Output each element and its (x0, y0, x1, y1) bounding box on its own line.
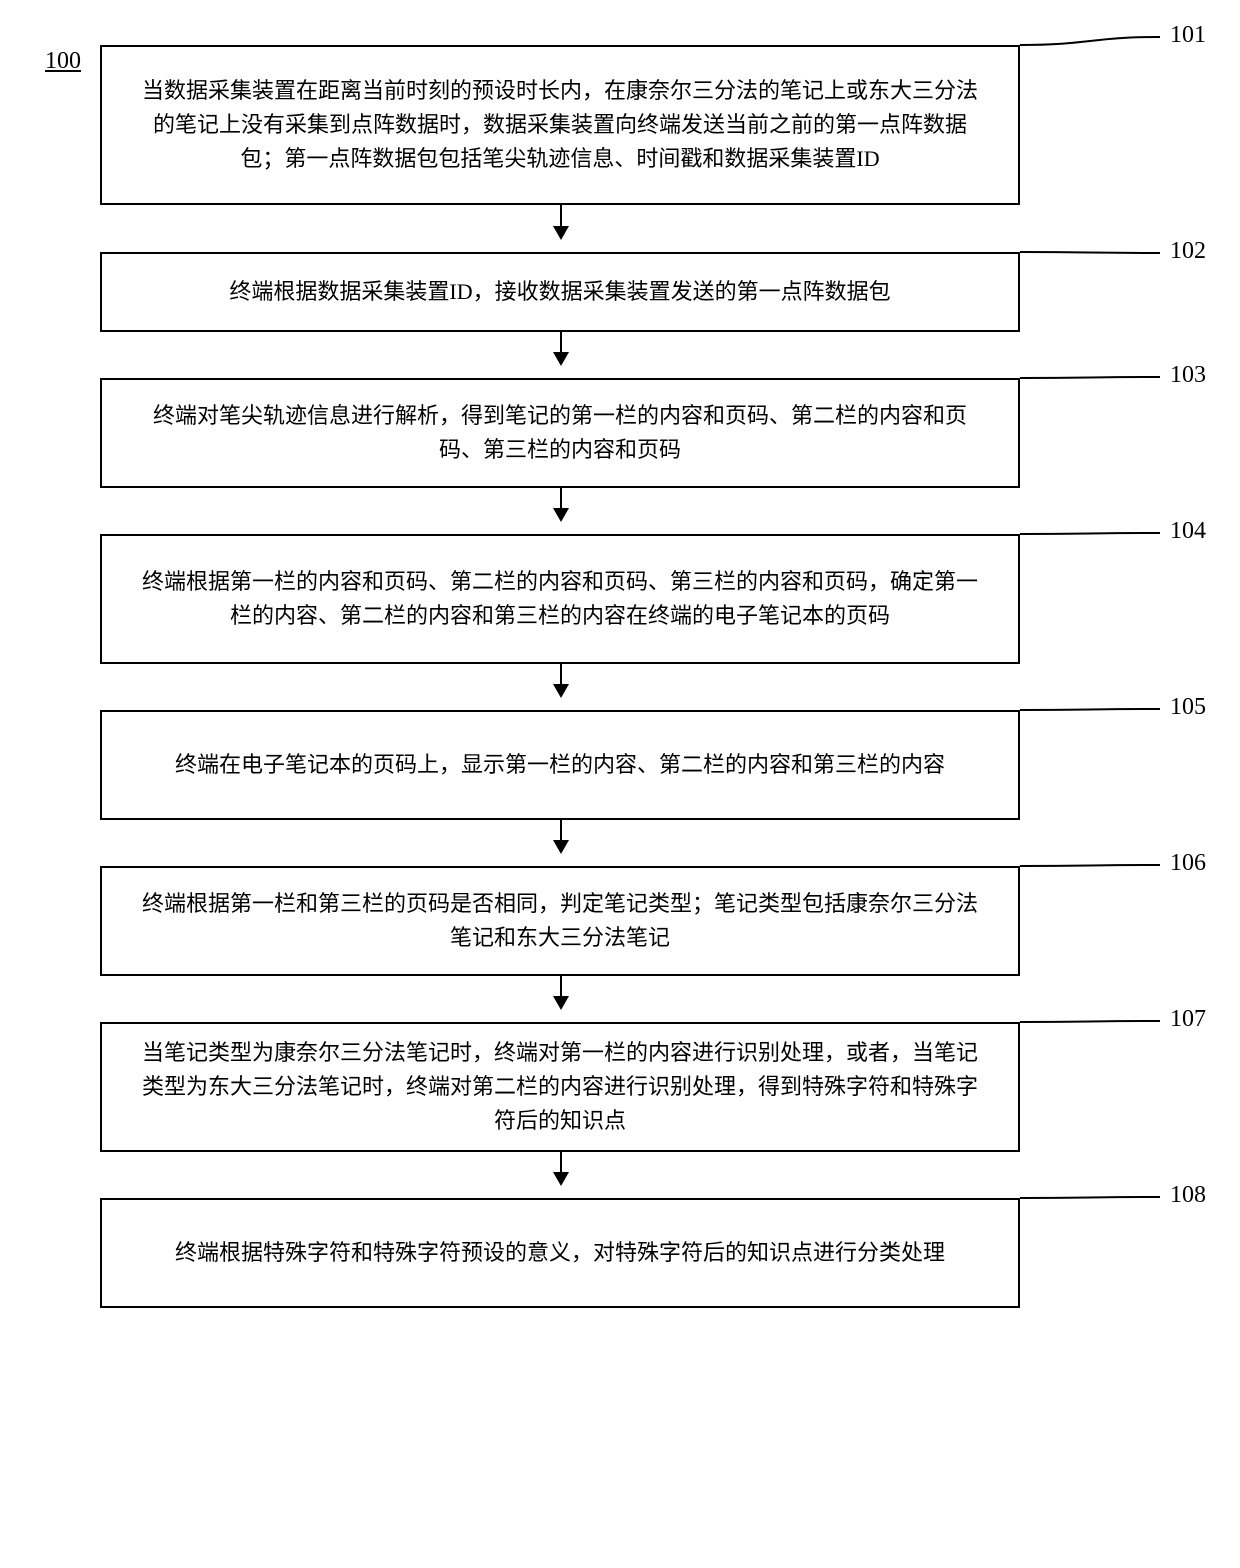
flowchart-container: 100 当数据采集装置在距离当前时刻的预设时长内，在康奈尔三分法的笔记上或东大三… (0, 0, 1240, 1568)
arrow-down (560, 664, 562, 696)
step-label-104: 104 (1170, 518, 1206, 545)
arrow-down (560, 976, 562, 1008)
leader-line (1015, 247, 1170, 263)
step-text: 终端根据数据采集装置ID，接收数据采集装置发送的第一点阵数据包 (229, 275, 890, 309)
step-102: 终端根据数据采集装置ID，接收数据采集装置发送的第一点阵数据包 (100, 252, 1020, 332)
step-label-107: 107 (1170, 1006, 1206, 1033)
leader-line (1015, 704, 1170, 720)
step-label-102: 102 (1170, 238, 1206, 265)
leader-line (1015, 1192, 1170, 1208)
step-101: 当数据采集装置在距离当前时刻的预设时长内，在康奈尔三分法的笔记上或东大三分法的笔… (100, 45, 1020, 205)
arrow-down (560, 488, 562, 520)
step-label-103: 103 (1170, 362, 1206, 389)
step-text: 当笔记类型为康奈尔三分法笔记时，终端对第一栏的内容进行识别处理，或者，当笔记类型… (132, 1036, 988, 1138)
step-text: 终端根据特殊字符和特殊字符预设的意义，对特殊字符后的知识点进行分类处理 (175, 1236, 945, 1270)
step-label-106: 106 (1170, 850, 1206, 877)
step-text: 终端根据第一栏和第三栏的页码是否相同，判定笔记类型；笔记类型包括康奈尔三分法笔记… (132, 887, 988, 955)
arrow-down (560, 1152, 562, 1184)
step-label-101: 101 (1170, 22, 1206, 49)
step-text: 终端对笔尖轨迹信息进行解析，得到笔记的第一栏的内容和页码、第二栏的内容和页码、第… (132, 399, 988, 467)
step-104: 终端根据第一栏的内容和页码、第二栏的内容和页码、第三栏的内容和页码，确定第一栏的… (100, 534, 1020, 664)
arrow-down (560, 820, 562, 852)
arrow-down (560, 205, 562, 238)
step-text: 当数据采集装置在距离当前时刻的预设时长内，在康奈尔三分法的笔记上或东大三分法的笔… (132, 74, 988, 176)
step-105: 终端在电子笔记本的页码上，显示第一栏的内容、第二栏的内容和第三栏的内容 (100, 710, 1020, 820)
step-label-108: 108 (1170, 1182, 1206, 1209)
leader-line (1015, 32, 1170, 55)
leader-line (1015, 528, 1170, 544)
step-label-105: 105 (1170, 694, 1206, 721)
leader-line (1015, 372, 1170, 388)
step-text: 终端在电子笔记本的页码上，显示第一栏的内容、第二栏的内容和第三栏的内容 (175, 748, 945, 782)
reference-label: 100 (45, 48, 81, 75)
step-103: 终端对笔尖轨迹信息进行解析，得到笔记的第一栏的内容和页码、第二栏的内容和页码、第… (100, 378, 1020, 488)
leader-line (1015, 1016, 1170, 1032)
arrow-down (560, 332, 562, 364)
step-107: 当笔记类型为康奈尔三分法笔记时，终端对第一栏的内容进行识别处理，或者，当笔记类型… (100, 1022, 1020, 1152)
step-text: 终端根据第一栏的内容和页码、第二栏的内容和页码、第三栏的内容和页码，确定第一栏的… (132, 565, 988, 633)
step-106: 终端根据第一栏和第三栏的页码是否相同，判定笔记类型；笔记类型包括康奈尔三分法笔记… (100, 866, 1020, 976)
step-108: 终端根据特殊字符和特殊字符预设的意义，对特殊字符后的知识点进行分类处理 (100, 1198, 1020, 1308)
leader-line (1015, 860, 1170, 876)
